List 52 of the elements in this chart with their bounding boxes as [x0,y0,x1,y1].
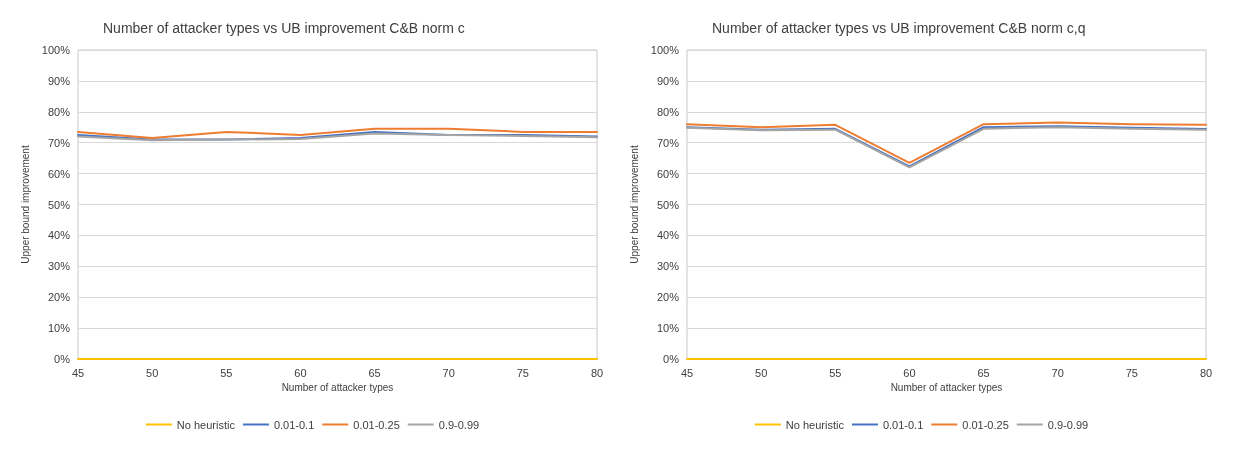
x-tick-label: 60 [903,366,916,379]
y-tick-label: 70% [47,136,71,149]
legend-label: 0.9-0.99 [438,418,480,431]
y-tick-label: 90% [656,74,680,87]
y-tick-label: 80% [656,105,680,118]
y-tick-label: 20% [656,291,680,304]
x-tick-label: 75 [1125,366,1138,379]
y-axis-title: Upper bound improvement [628,145,640,264]
y-tick-label: 0% [54,353,71,365]
x-axis-title: Number of attacker types [281,382,394,394]
y-tick-label: 90% [47,74,71,87]
legend-label: 0.01-0.25 [353,418,400,431]
y-tick-label: 60% [47,167,71,180]
y-tick-label: 10% [47,322,71,335]
legend-label: 0.01-0.1 [882,418,924,431]
y-tick-label: 0% [663,353,680,365]
y-tick-label: 30% [47,260,71,273]
x-tick-label: 65 [368,366,381,379]
x-tick-label: 65 [977,366,990,379]
y-tick-label: 30% [656,260,680,273]
x-tick-label: 70 [442,366,455,379]
chart-title: Number of attacker types vs UB improvement C&B norm c,q [712,20,1086,36]
x-axis-title: Number of attacker types [890,382,1003,394]
chart-title: Number of attacker types vs UB improvement C&B norm c [103,20,465,36]
y-tick-label: 100% [41,44,71,56]
y-tick-label: 40% [47,229,71,242]
x-tick-label: 60 [294,366,307,379]
legend-label: 0.01-0.1 [273,418,315,431]
y-tick-label: 50% [47,198,71,211]
y-tick-label: 100% [650,44,680,56]
x-tick-label: 55 [829,366,842,379]
y-tick-label: 70% [656,136,680,149]
legend-label: 0.01-0.25 [962,418,1009,431]
legend-label: 0.9-0.99 [1047,418,1089,431]
x-tick-label: 55 [220,366,233,379]
x-tick-label: 45 [680,366,694,379]
y-tick-label: 50% [656,198,680,211]
x-tick-label: 70 [1051,366,1064,379]
x-tick-label: 45 [71,366,85,379]
legend-label: No heuristic [176,418,236,431]
y-tick-label: 60% [656,167,680,180]
x-tick-label: 80 [1199,366,1213,379]
y-tick-label: 10% [656,322,680,335]
x-tick-label: 50 [755,366,768,379]
y-tick-label: 40% [656,229,680,242]
y-tick-label: 20% [47,291,71,304]
x-tick-label: 75 [516,366,529,379]
x-tick-label: 80 [590,366,604,379]
y-tick-label: 80% [47,105,71,118]
legend-label: No heuristic [785,418,845,431]
x-tick-label: 50 [146,366,159,379]
y-axis-title: Upper bound improvement [19,145,31,264]
